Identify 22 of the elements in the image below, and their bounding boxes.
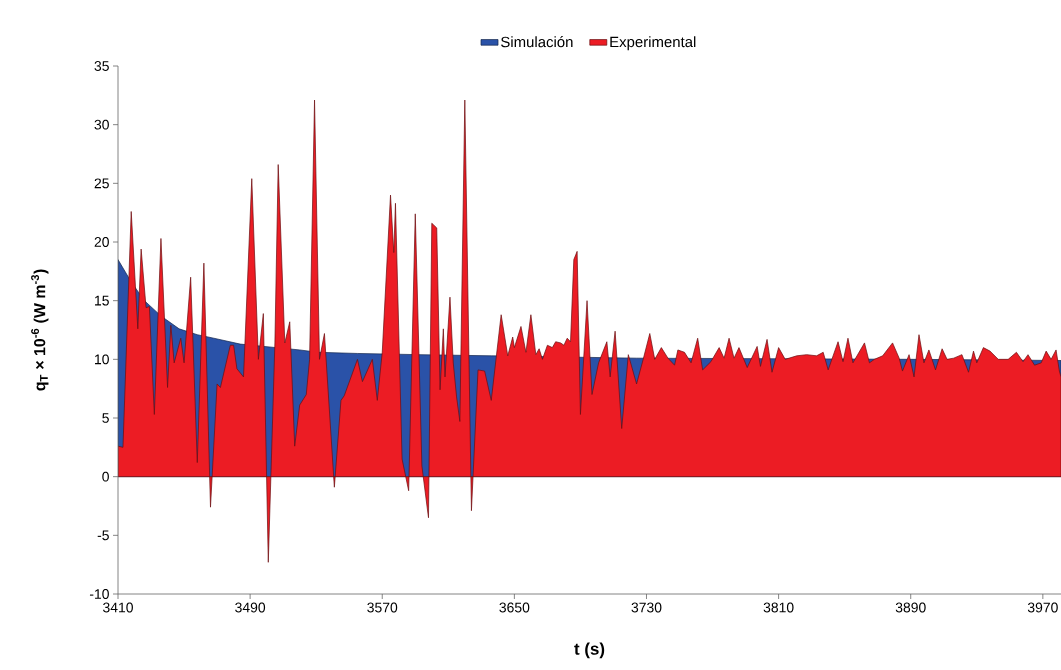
y-tick-label: 25: [94, 178, 109, 189]
x-axis-title: t (s): [574, 642, 605, 659]
x-tick-label: 3410: [103, 602, 133, 613]
y-tick-label: 20: [94, 237, 109, 247]
y-tick-label: 5: [102, 413, 109, 423]
legend-label: Experimental: [610, 36, 696, 51]
x-tick-label: 3810: [763, 602, 794, 613]
y-axis-title: q$_{T}$ × 10$^{-6}$ (W m$^{-3}$): [31, 269, 49, 391]
x-tick-label: 3570: [367, 602, 398, 613]
x-tick-label: 3970: [1027, 602, 1058, 613]
legend-label: Simulación: [501, 36, 573, 48]
y-tick-label: 30: [94, 119, 109, 130]
x-tick-label: 3650: [499, 602, 530, 613]
y-tick-label: 35: [94, 61, 109, 71]
y-tick-label: 15: [95, 295, 109, 306]
y-tick-label: -10: [89, 589, 109, 599]
x-tick-label: 3490: [235, 602, 266, 613]
x-tick-label: 3890: [895, 602, 926, 613]
y-tick-label: 0: [102, 471, 109, 482]
y-tick-label: -5: [97, 530, 109, 541]
x-tick-label: 3730: [631, 602, 662, 613]
y-tick-label: 10: [95, 354, 109, 365]
